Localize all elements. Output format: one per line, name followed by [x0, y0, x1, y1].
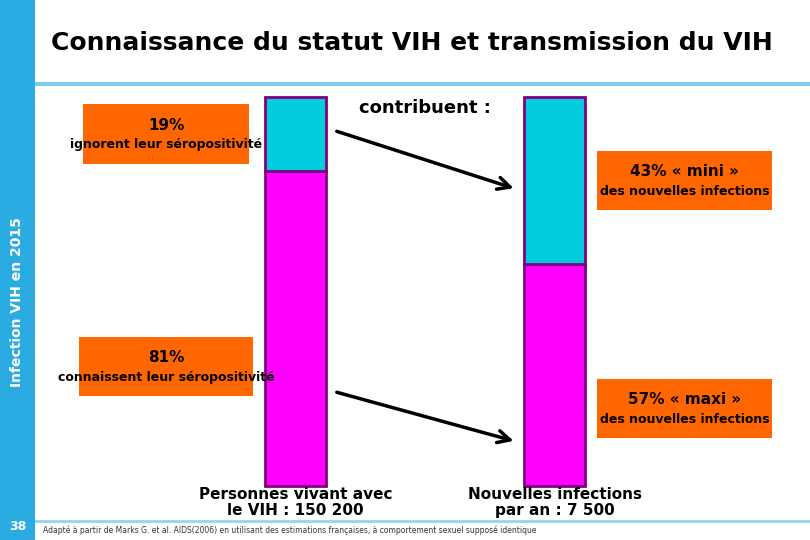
Text: Adapté à partir de Marks G. et al. AIDS(2006) en utilisant des estimations franç: Adapté à partir de Marks G. et al. AIDS(… [43, 525, 536, 535]
Text: connaissent leur séropositivité: connaissent leur séropositivité [58, 370, 275, 383]
Text: le VIH : 150 200: le VIH : 150 200 [228, 503, 364, 518]
Text: 38: 38 [9, 520, 26, 533]
Bar [525, 97, 585, 265]
Bar [525, 265, 585, 486]
Text: Connaissance du statut VIH et transmission du VIH: Connaissance du statut VIH et transmissi… [51, 31, 773, 55]
Bar [79, 336, 253, 396]
Text: ignorent leur séropositivité: ignorent leur séropositivité [70, 138, 262, 151]
Text: Nouvelles infections: Nouvelles infections [468, 487, 642, 502]
Bar [266, 171, 326, 486]
Text: des nouvelles infections: des nouvelles infections [599, 185, 770, 198]
Text: des nouvelles infections: des nouvelles infections [599, 413, 770, 426]
Text: 43% « mini »: 43% « mini » [630, 164, 739, 179]
Text: contribuent :: contribuent : [360, 99, 491, 117]
Text: 19%: 19% [148, 118, 184, 133]
Bar [83, 104, 249, 164]
Text: 57% « maxi »: 57% « maxi » [628, 392, 741, 407]
Text: Personnes vivant avec: Personnes vivant avec [199, 487, 392, 502]
Text: Infection VIH en 2015: Infection VIH en 2015 [11, 218, 24, 387]
Text: par an : 7 500: par an : 7 500 [495, 503, 615, 518]
Text: 81%: 81% [148, 350, 184, 365]
Bar [0, 0, 35, 540]
Bar [597, 379, 771, 438]
Bar [266, 97, 326, 171]
Bar [597, 151, 771, 211]
